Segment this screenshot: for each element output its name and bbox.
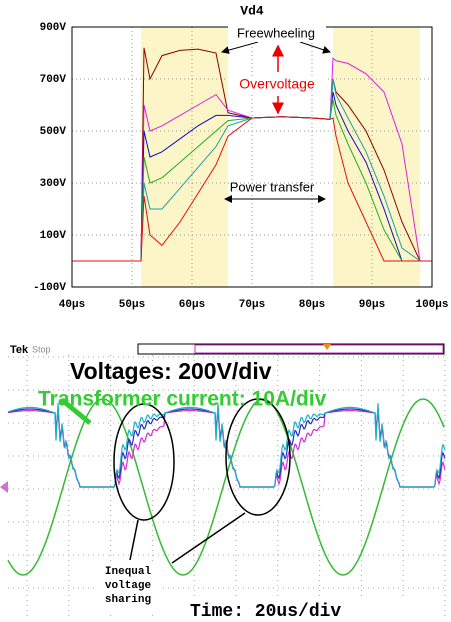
annotation: Freewheeling [237, 25, 315, 40]
note: sharing [105, 594, 151, 606]
note: Inequal [105, 566, 152, 578]
annotation: Power transfer [230, 179, 315, 194]
annotation: Overvoltage [239, 76, 315, 92]
time-scale: Time: 20us/div [190, 602, 341, 620]
page: -100V 100V 300V 500V 700V 900V 40µs 50µs 60µs 70µ… [0, 0, 451, 620]
oscilloscope: Tek Stop Inequal voltage sharing Voltage… [0, 315, 451, 620]
x-tick-label: 40µs [59, 299, 85, 311]
chart-title: Vd4 [240, 3, 264, 18]
brand: Tek [10, 344, 29, 356]
x-tick-label: 50µs [119, 299, 145, 311]
x-tick-label: 100µs [415, 299, 448, 311]
x-tick-label: 70µs [239, 299, 265, 311]
y-tick-label: 900V [40, 22, 67, 34]
status: Stop [32, 344, 51, 354]
x-tick-label: 90µs [359, 299, 385, 311]
y-tick-label: -100V [33, 282, 66, 294]
x-tick-label: 80µs [299, 299, 325, 311]
y-tick-label: 700V [40, 74, 67, 86]
shaded-span [141, 27, 228, 287]
ground-marker [0, 481, 8, 493]
x-tick-label: 60µs [179, 299, 205, 311]
voltage-scale: Voltages: 200V/div [70, 358, 272, 384]
y-tick-label: 500V [40, 126, 67, 138]
shaded-span [333, 27, 420, 287]
current-scale: Transformer current: 10A/div [38, 388, 327, 411]
record-window [195, 345, 443, 353]
y-tick-label: 100V [40, 230, 67, 242]
note: voltage [105, 580, 152, 592]
y-tick-label: 300V [40, 178, 67, 190]
chart: -100V 100V 300V 500V 700V 900V 40µs 50µs 60µs 70µ… [0, 0, 451, 315]
